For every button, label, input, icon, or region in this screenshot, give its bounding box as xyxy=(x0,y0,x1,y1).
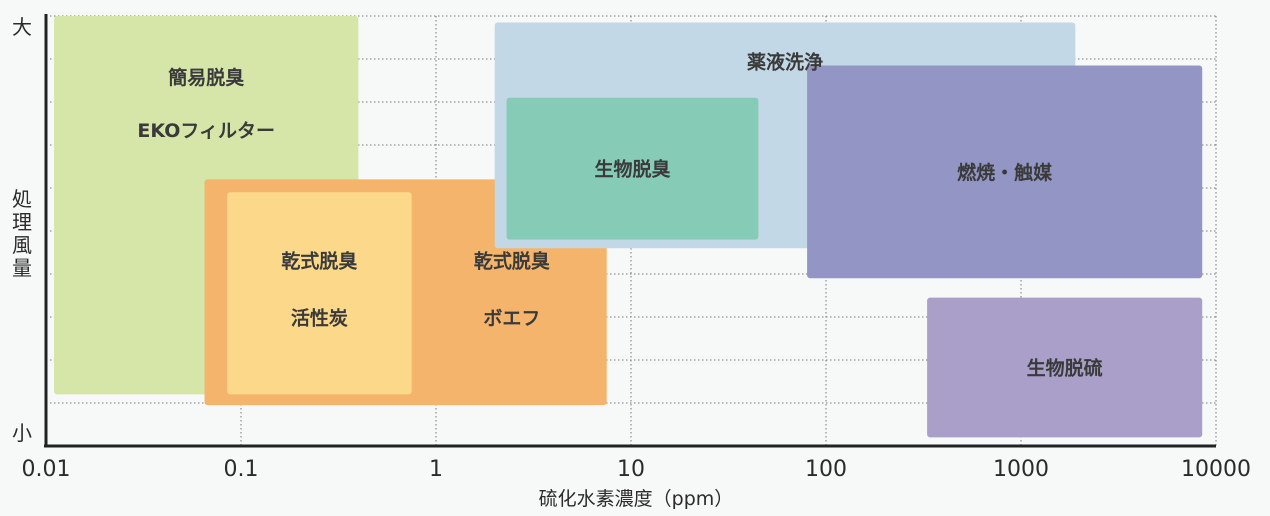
x-tick-label: 1000 xyxy=(993,457,1049,482)
region-dry-carbon xyxy=(227,192,412,395)
x-tick-label: 0.1 xyxy=(224,457,259,482)
region-label: ボエフ xyxy=(483,307,540,329)
region-label: EKOフィルター xyxy=(137,120,275,142)
y-axis-label: 処理風量 xyxy=(12,187,32,280)
y-bottom-label: 小 xyxy=(12,421,32,445)
region-label: 燃焼・触媒 xyxy=(957,161,1053,184)
region-bio-desulf xyxy=(927,297,1203,438)
region-label: 生物脱臭 xyxy=(594,158,670,181)
axes xyxy=(44,14,1216,448)
x-tick-label: 1 xyxy=(429,457,443,482)
y-top-label: 大 xyxy=(12,15,32,39)
region-label: 薬液洗浄 xyxy=(746,50,823,73)
region-label: 活性炭 xyxy=(291,306,348,329)
region-label: 生物脱硫 xyxy=(1027,357,1103,380)
x-tick-label: 10000 xyxy=(1181,457,1251,482)
region-bio-deodor xyxy=(506,97,759,240)
x-tick-label: 100 xyxy=(805,457,847,482)
x-tick-label: 0.01 xyxy=(22,457,71,482)
region-label: 乾式脱臭 xyxy=(281,249,357,272)
region-combustion xyxy=(807,65,1203,279)
x-tick-label: 10 xyxy=(617,457,645,482)
x-axis-label: 硫化水素濃度（ppm） xyxy=(539,488,734,510)
x-tick-labels: 0.01 0.1 1 10 100 1000 10000 xyxy=(22,457,1251,482)
region-label: 乾式脱臭 xyxy=(474,249,550,272)
region-label: 簡易脱臭 xyxy=(168,66,244,89)
